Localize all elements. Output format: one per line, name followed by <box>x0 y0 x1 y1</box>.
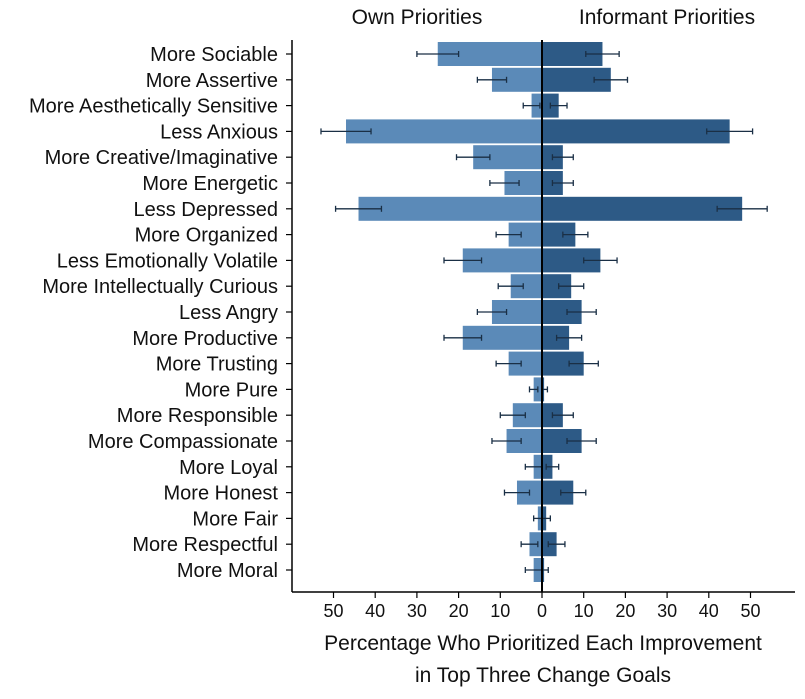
x-tick-label: 10 <box>490 601 510 621</box>
category-label: More Trusting <box>156 354 278 376</box>
bars <box>346 42 743 582</box>
x-tick-label: 50 <box>323 601 343 621</box>
category-label: More Organized <box>135 225 278 247</box>
informant-priorities-header: Informant Priorities <box>579 6 755 29</box>
category-label: Less Depressed <box>133 199 278 221</box>
x-tick-label: 30 <box>657 601 677 621</box>
category-label: More Responsible <box>117 405 278 427</box>
category-label: More Productive <box>132 328 278 350</box>
x-tick-label: 0 <box>537 601 547 621</box>
category-label: More Sociable <box>150 44 278 66</box>
category-label: More Respectful <box>132 534 278 556</box>
category-label: More Fair <box>192 508 278 530</box>
informant-priority-bar <box>542 196 743 221</box>
own-priority-bar <box>358 196 542 221</box>
x-axis-label-line-2: in Top Three Change Goals <box>415 664 671 687</box>
x-tick-label: 20 <box>615 601 635 621</box>
category-label: More Energetic <box>142 173 278 195</box>
x-tick-label: 40 <box>365 601 385 621</box>
x-ticks: 50 40 30 20 10 0 10 20 30 40 50 <box>323 592 761 621</box>
own-priority-bar <box>346 119 542 144</box>
x-tick-label: 50 <box>740 601 760 621</box>
category-label: More Intellectually Curious <box>42 276 278 298</box>
category-label: More Loyal <box>179 457 278 479</box>
category-label: Less Anxious <box>160 121 278 143</box>
x-tick-label: 20 <box>449 601 469 621</box>
x-tick-label: 40 <box>699 601 719 621</box>
category-label: More Pure <box>185 379 278 401</box>
category-label: More Moral <box>177 560 278 582</box>
category-label: Less Angry <box>179 302 278 324</box>
category-label: More Honest <box>164 483 279 505</box>
category-label: Less Emotionally Volatile <box>57 250 278 272</box>
category-label: More Assertive <box>146 70 278 92</box>
category-label: More Creative/Imaginative <box>45 147 278 169</box>
category-label: More Aesthetically Sensitive <box>29 96 278 118</box>
x-axis-label-line-1: Percentage Who Prioritized Each Improvem… <box>324 632 762 655</box>
x-tick-label: 10 <box>574 601 594 621</box>
informant-priority-bar <box>542 119 730 144</box>
error-bars <box>320 51 768 573</box>
category-label: More Compassionate <box>88 431 278 453</box>
x-tick-label: 30 <box>407 601 427 621</box>
own-priorities-header: Own Priorities <box>352 6 483 29</box>
category-labels: More Sociable More Assertive More Aestheti… <box>29 44 292 582</box>
